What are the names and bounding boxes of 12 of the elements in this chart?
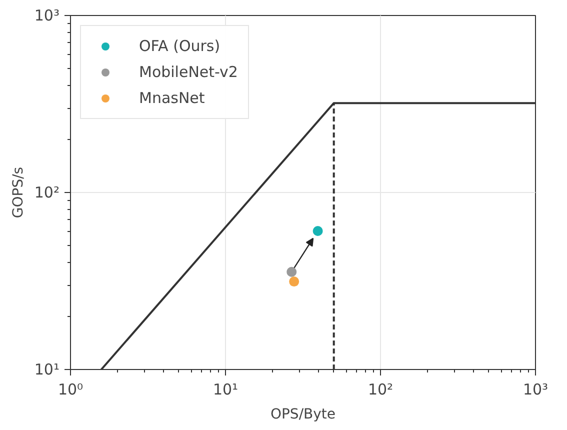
x-tick-label: 10³ <box>522 380 548 398</box>
y-axis-title: GOPS/s <box>10 166 26 218</box>
x-axis-title: OPS/Byte <box>270 406 336 422</box>
legend-label: MnasNet <box>139 89 205 107</box>
x-tick-label: 10⁰ <box>58 380 84 398</box>
y-tick-label: 10³ <box>34 6 60 24</box>
x-tick-label: 10¹ <box>212 380 238 398</box>
y-tick-label: 10² <box>34 184 60 202</box>
y-tick-label: 10¹ <box>34 360 60 378</box>
legend-label: OFA (Ours) <box>139 37 220 55</box>
x-tick-label: 10² <box>368 380 394 398</box>
legend-label: MobileNet-v2 <box>139 63 238 81</box>
